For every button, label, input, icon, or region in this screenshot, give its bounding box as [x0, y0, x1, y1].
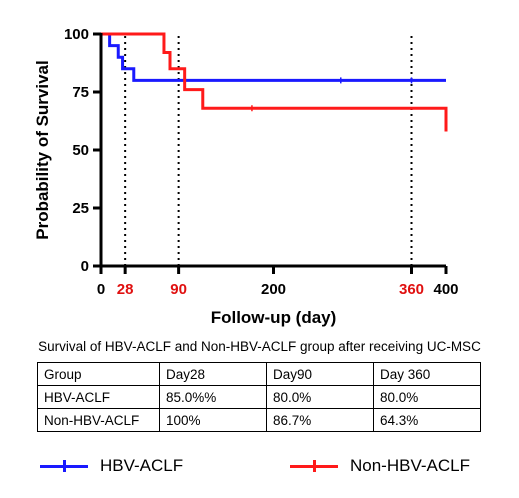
table-cell: 80.0% — [266, 385, 374, 409]
table-cell: 64.3% — [373, 408, 481, 432]
table-header-cell: Day28 — [159, 362, 267, 386]
table-cell: 80.0% — [373, 385, 481, 409]
x-tick-label: 28 — [117, 281, 134, 298]
table-header-row: Group Day28 Day90 Day 360 — [37, 362, 481, 386]
legend-item-non-hbv-aclf: Non-HBV-ACLF — [290, 456, 470, 476]
x-axis-title: Follow-up (day) — [211, 308, 337, 327]
table-caption: Survival of HBV-ACLF and Non-HBV-ACLF gr… — [38, 339, 481, 354]
survival-table: Group Day28 Day90 Day 360 HBV-ACLF 85.0%… — [37, 362, 481, 432]
table-header-cell: Group — [37, 362, 160, 386]
y-axis-title: Probability of Survival — [33, 60, 52, 240]
x-tick-label: 0 — [97, 281, 105, 298]
legend-label: HBV-ACLF — [100, 456, 184, 475]
y-tick-label: 75 — [72, 84, 89, 101]
legend-item-hbv-aclf: HBV-ACLF — [40, 456, 183, 476]
table-row: Non-HBV-ACLF 100% 86.7% 64.3% — [37, 408, 481, 432]
tick-labels: 0 25 50 75 100 0 28 90 200 360 400 — [64, 26, 459, 298]
series-line-hbv-aclf — [101, 32, 446, 82]
axes — [93, 32, 448, 274]
legend-swatch-non-hbv-aclf — [290, 456, 338, 476]
table-row: HBV-ACLF 85.0%% 80.0% 80.0% — [37, 385, 481, 409]
x-tick-label: 360 — [399, 281, 424, 298]
y-tick-label: 25 — [72, 200, 89, 217]
table-cell: HBV-ACLF — [37, 385, 160, 409]
legend-label: Non-HBV-ACLF — [350, 456, 470, 475]
y-tick-label: 0 — [81, 258, 89, 275]
table-header-cell: Day 360 — [373, 362, 481, 386]
x-tick-label: 400 — [433, 281, 458, 298]
x-tick-label: 200 — [261, 281, 286, 298]
y-tick-label: 100 — [64, 26, 89, 43]
table-cell: Non-HBV-ACLF — [37, 408, 160, 432]
series-line-non-hbv-aclf — [101, 32, 448, 132]
legend-swatch-hbv-aclf — [40, 456, 88, 476]
y-tick-label: 50 — [72, 142, 89, 159]
legend: HBV-ACLF Non-HBV-ACLF — [0, 456, 519, 486]
table-header-cell: Day90 — [266, 362, 374, 386]
table-cell: 85.0%% — [159, 385, 267, 409]
survival-chart: 0 25 50 75 100 0 28 90 200 360 400 Follow-up (day)… — [33, 26, 459, 327]
series-layer — [101, 32, 448, 132]
table-cell: 86.7% — [266, 408, 374, 432]
table-cell: 100% — [159, 408, 267, 432]
x-tick-label: 90 — [170, 281, 187, 298]
reference-lines — [124, 32, 413, 266]
